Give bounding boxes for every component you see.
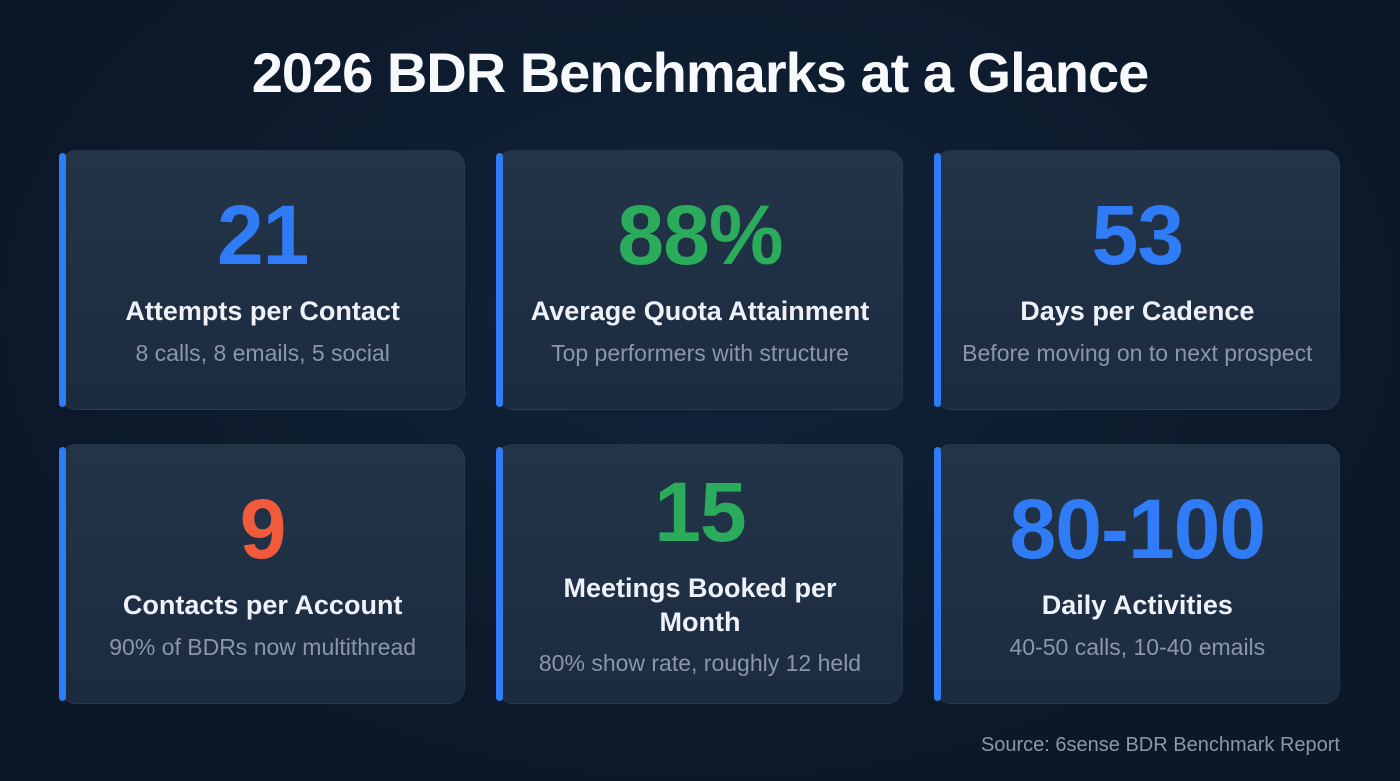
stat-subtitle: 40-50 calls, 10-40 emails <box>1009 633 1266 660</box>
stat-value: 9 <box>239 481 287 576</box>
card-accent-bar <box>933 153 941 407</box>
stat-subtitle: 90% of BDRs now multithread <box>109 633 417 660</box>
card-accent-bar <box>59 447 66 701</box>
stat-label: Attempts per Contact <box>125 295 400 326</box>
stat-value: 80-100 <box>1009 481 1267 576</box>
card-accent-bar <box>496 153 504 407</box>
source-note: Source: 6sense BDR Benchmark Report <box>980 734 1340 756</box>
stat-card-contacts-per-account: 9 Contacts per Account 90% of BDRs now m… <box>59 444 466 704</box>
stat-card-attempts-per-contact: 21 Attempts per Contact 8 calls, 8 email… <box>59 150 466 410</box>
stat-label: Average Quota Attainment <box>530 295 870 326</box>
stat-label: Daily Activities <box>1041 589 1233 620</box>
stat-subtitle: Top performers with structure <box>551 339 849 366</box>
stat-subtitle: 8 calls, 8 emails, 5 social <box>135 339 390 366</box>
stat-label: Meetings Booked per Month <box>563 572 837 637</box>
stat-value: 21 <box>216 187 309 282</box>
card-accent-bar <box>59 153 66 407</box>
stat-subtitle: 80% show rate, roughly 12 held <box>538 650 862 677</box>
stat-value: 53 <box>1091 187 1184 282</box>
stat-card-days-per-cadence: 53 Days per Cadence Before moving on to … <box>933 150 1340 410</box>
stat-subtitle: Before moving on to next prospect <box>962 339 1313 366</box>
stat-value: 88% <box>617 187 783 282</box>
stat-card-quota-attainment: 88% Average Quota Attainment Top perform… <box>496 150 903 410</box>
stat-card-meetings-booked: 15 Meetings Booked per Month 80% show ra… <box>496 444 903 704</box>
stat-label: Days per Cadence <box>1020 295 1255 326</box>
card-accent-bar <box>496 447 504 701</box>
stat-label: Contacts per Account <box>122 589 403 620</box>
stat-value: 15 <box>654 464 746 559</box>
stats-grid: 21 Attempts per Contact 8 calls, 8 email… <box>59 150 1340 704</box>
page-title: 2026 BDR Benchmarks at a Glance <box>251 41 1150 104</box>
card-accent-bar <box>933 447 941 701</box>
stat-card-daily-activities: 80-100 Daily Activities 40-50 calls, 10-… <box>933 444 1340 704</box>
